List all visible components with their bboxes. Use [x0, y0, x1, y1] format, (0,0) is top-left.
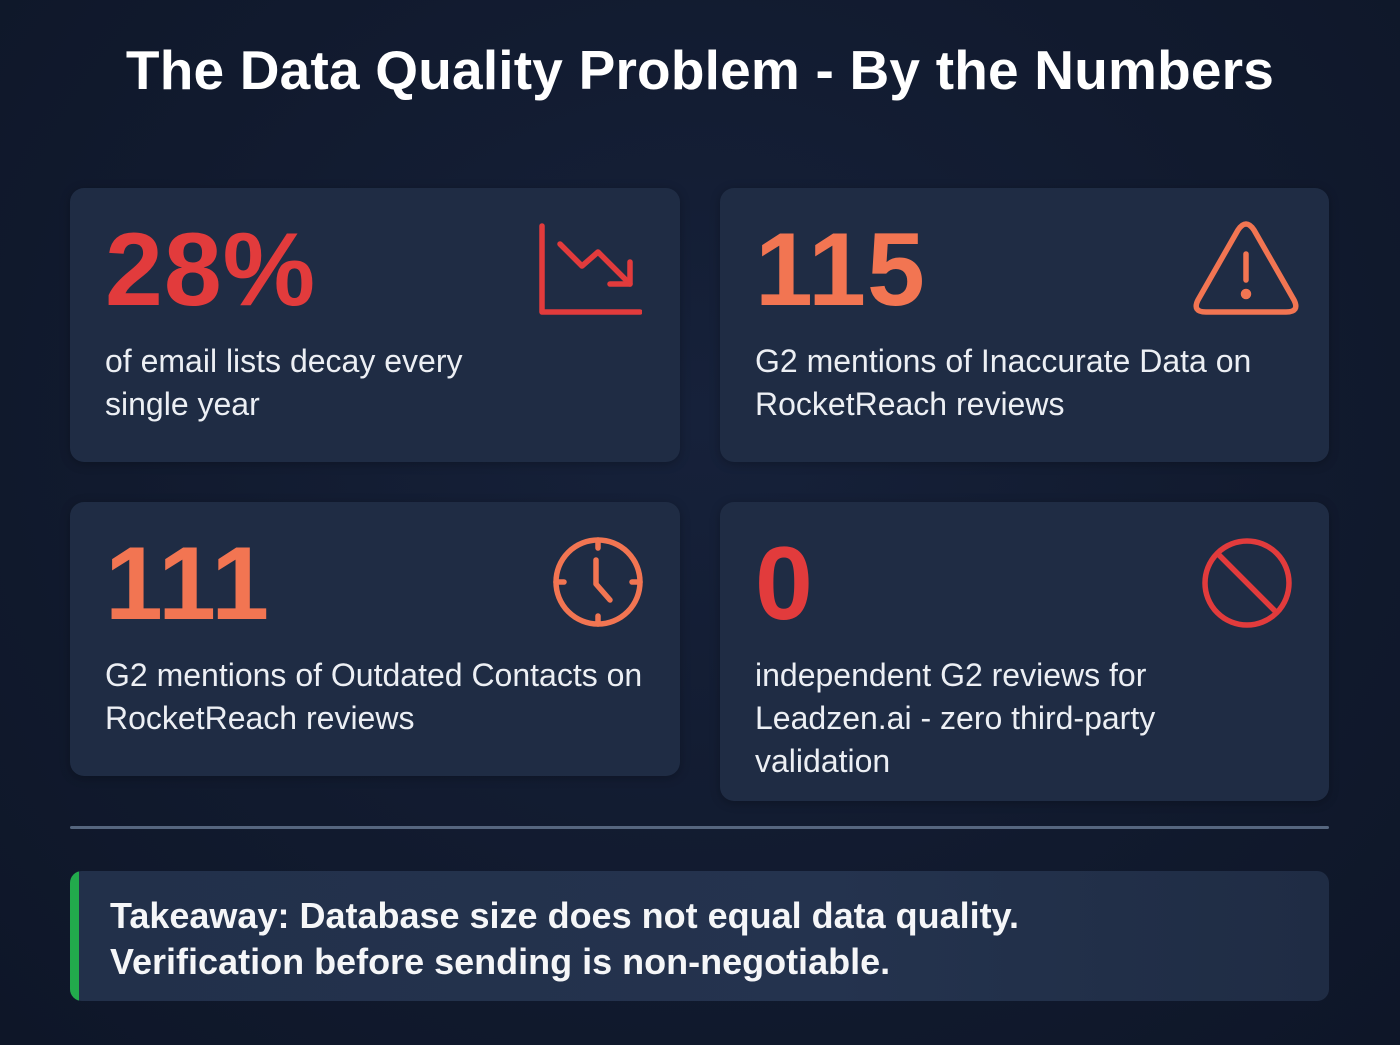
stat-value: 28%: [105, 212, 317, 328]
trending-down-chart-icon: [532, 216, 642, 326]
takeaway-line-2: Verification before sending is non-negot…: [110, 941, 891, 982]
prohibited-icon: [1200, 536, 1294, 630]
stat-value: 111: [105, 526, 271, 642]
section-divider: [70, 826, 1329, 829]
takeaway-callout: Takeaway: Database size does not equal d…: [70, 871, 1329, 1001]
stat-description: G2 mentions of Inaccurate Data on Rocket…: [755, 343, 1252, 422]
stat-description: G2 mentions of Outdated Contacts on Rock…: [105, 657, 643, 736]
stat-description: independent G2 reviews for Leadzen.ai - …: [755, 657, 1156, 779]
stat-card-inaccurate-data: 115 G2 mentions of Inaccurate Data on Ro…: [720, 188, 1329, 462]
accent-bar: [70, 871, 79, 1001]
warning-triangle-icon: [1190, 218, 1302, 318]
stat-value: 115: [755, 212, 926, 328]
clock-icon: [550, 534, 646, 630]
stat-card-email-decay: 28% of email lists decay every single ye…: [70, 188, 680, 462]
stat-card-leadzen-reviews: 0 independent G2 reviews for Leadzen.ai …: [720, 502, 1329, 801]
stat-description: of email lists decay every single year: [105, 343, 463, 422]
stat-card-outdated-contacts: 111 G2 mentions of Outdated Contacts on …: [70, 502, 680, 776]
page-title: The Data Quality Problem - By the Number…: [125, 39, 1275, 101]
takeaway-line-1: Takeaway: Database size does not equal d…: [110, 895, 1019, 936]
stat-value: 0: [755, 526, 814, 642]
